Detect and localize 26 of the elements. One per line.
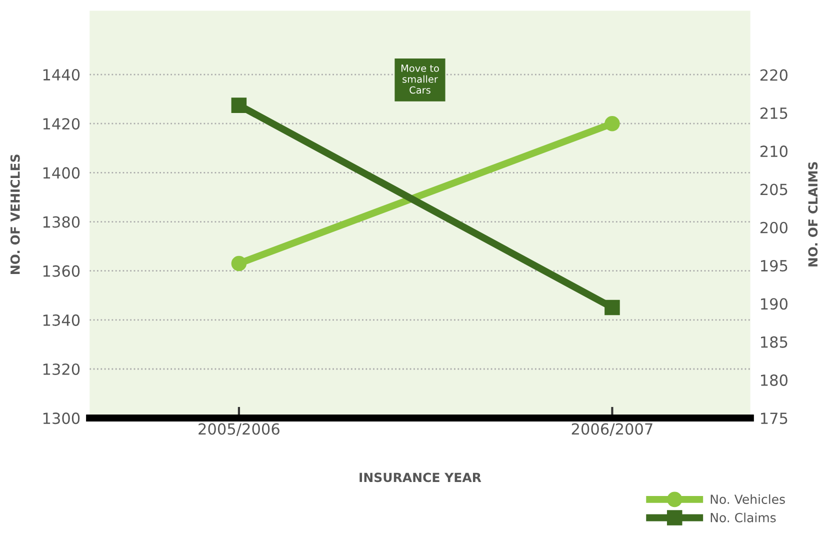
y-axis-title: NO. OF VEHICLES: [10, 154, 20, 274]
y-tick-label: 1420: [43, 118, 80, 130]
x-tick-label: 2005/2006: [198, 423, 280, 436]
y2-tick-label: 185: [761, 336, 788, 348]
y2-tick-label: 200: [760, 222, 788, 234]
y-tick-label: 1300: [43, 412, 80, 424]
y2-tick-label: 220: [760, 69, 788, 81]
annotation: Move to smaller Cars: [401, 64, 439, 94]
y-tick-label: 1400: [43, 167, 80, 179]
legend-label: No. Claims: [710, 512, 776, 522]
y2-axis-title: NO. OF CLAIMS: [808, 162, 818, 266]
y2-tick-label: 190: [761, 298, 788, 310]
y2-tick-label: 175: [761, 412, 788, 424]
x-tick-label: 2006/2007: [572, 423, 652, 436]
y-tick-label: 1340: [43, 314, 80, 326]
y-tick-label: 1320: [43, 363, 80, 376]
x-axis-title: INSURANCE YEAR: [360, 472, 482, 482]
y2-tick-label: 180: [761, 374, 788, 386]
y2-tick-label: 215: [760, 107, 788, 119]
y2-tick-label: 205: [760, 184, 788, 196]
legend-label: No. Vehicles: [710, 494, 785, 504]
y2-tick-label: 210: [760, 146, 788, 158]
y-tick-label: 1380: [43, 216, 80, 228]
y2-tick-label: 195: [761, 260, 788, 272]
y-tick-label: 1440: [43, 68, 80, 81]
y-tick-label: 1360: [43, 265, 80, 277]
